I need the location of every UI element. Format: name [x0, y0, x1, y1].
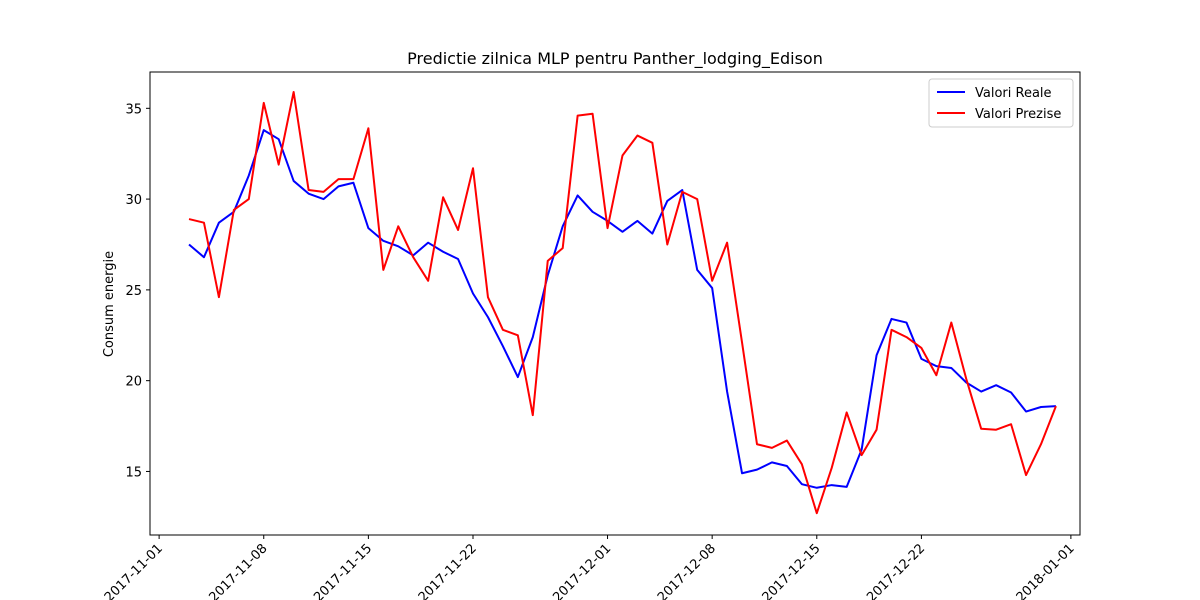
y-tick-label: 20: [125, 375, 142, 390]
plot-frame: [149, 71, 1081, 536]
y-tick-label: 30: [125, 193, 142, 208]
y-tick-label: 25: [125, 284, 142, 299]
plot-area: [188, 90, 1057, 515]
y-tick-label: 35: [125, 102, 142, 117]
y-tick-label: 15: [125, 465, 142, 480]
legend-label: Valori Reale: [975, 86, 1052, 101]
y-axis: 15 20 25 30 35: [125, 102, 150, 480]
chart-title: Predictie zilnica MLP pentru Panther_lod…: [407, 49, 823, 69]
series-line-valori-prezise: [188, 90, 1057, 515]
series-line-valori-reale: [188, 129, 1057, 489]
legend: Valori Reale Valori Prezise: [928, 78, 1074, 128]
y-axis-label: Consum energie: [102, 251, 117, 357]
legend-label: Valori Prezise: [975, 107, 1061, 122]
